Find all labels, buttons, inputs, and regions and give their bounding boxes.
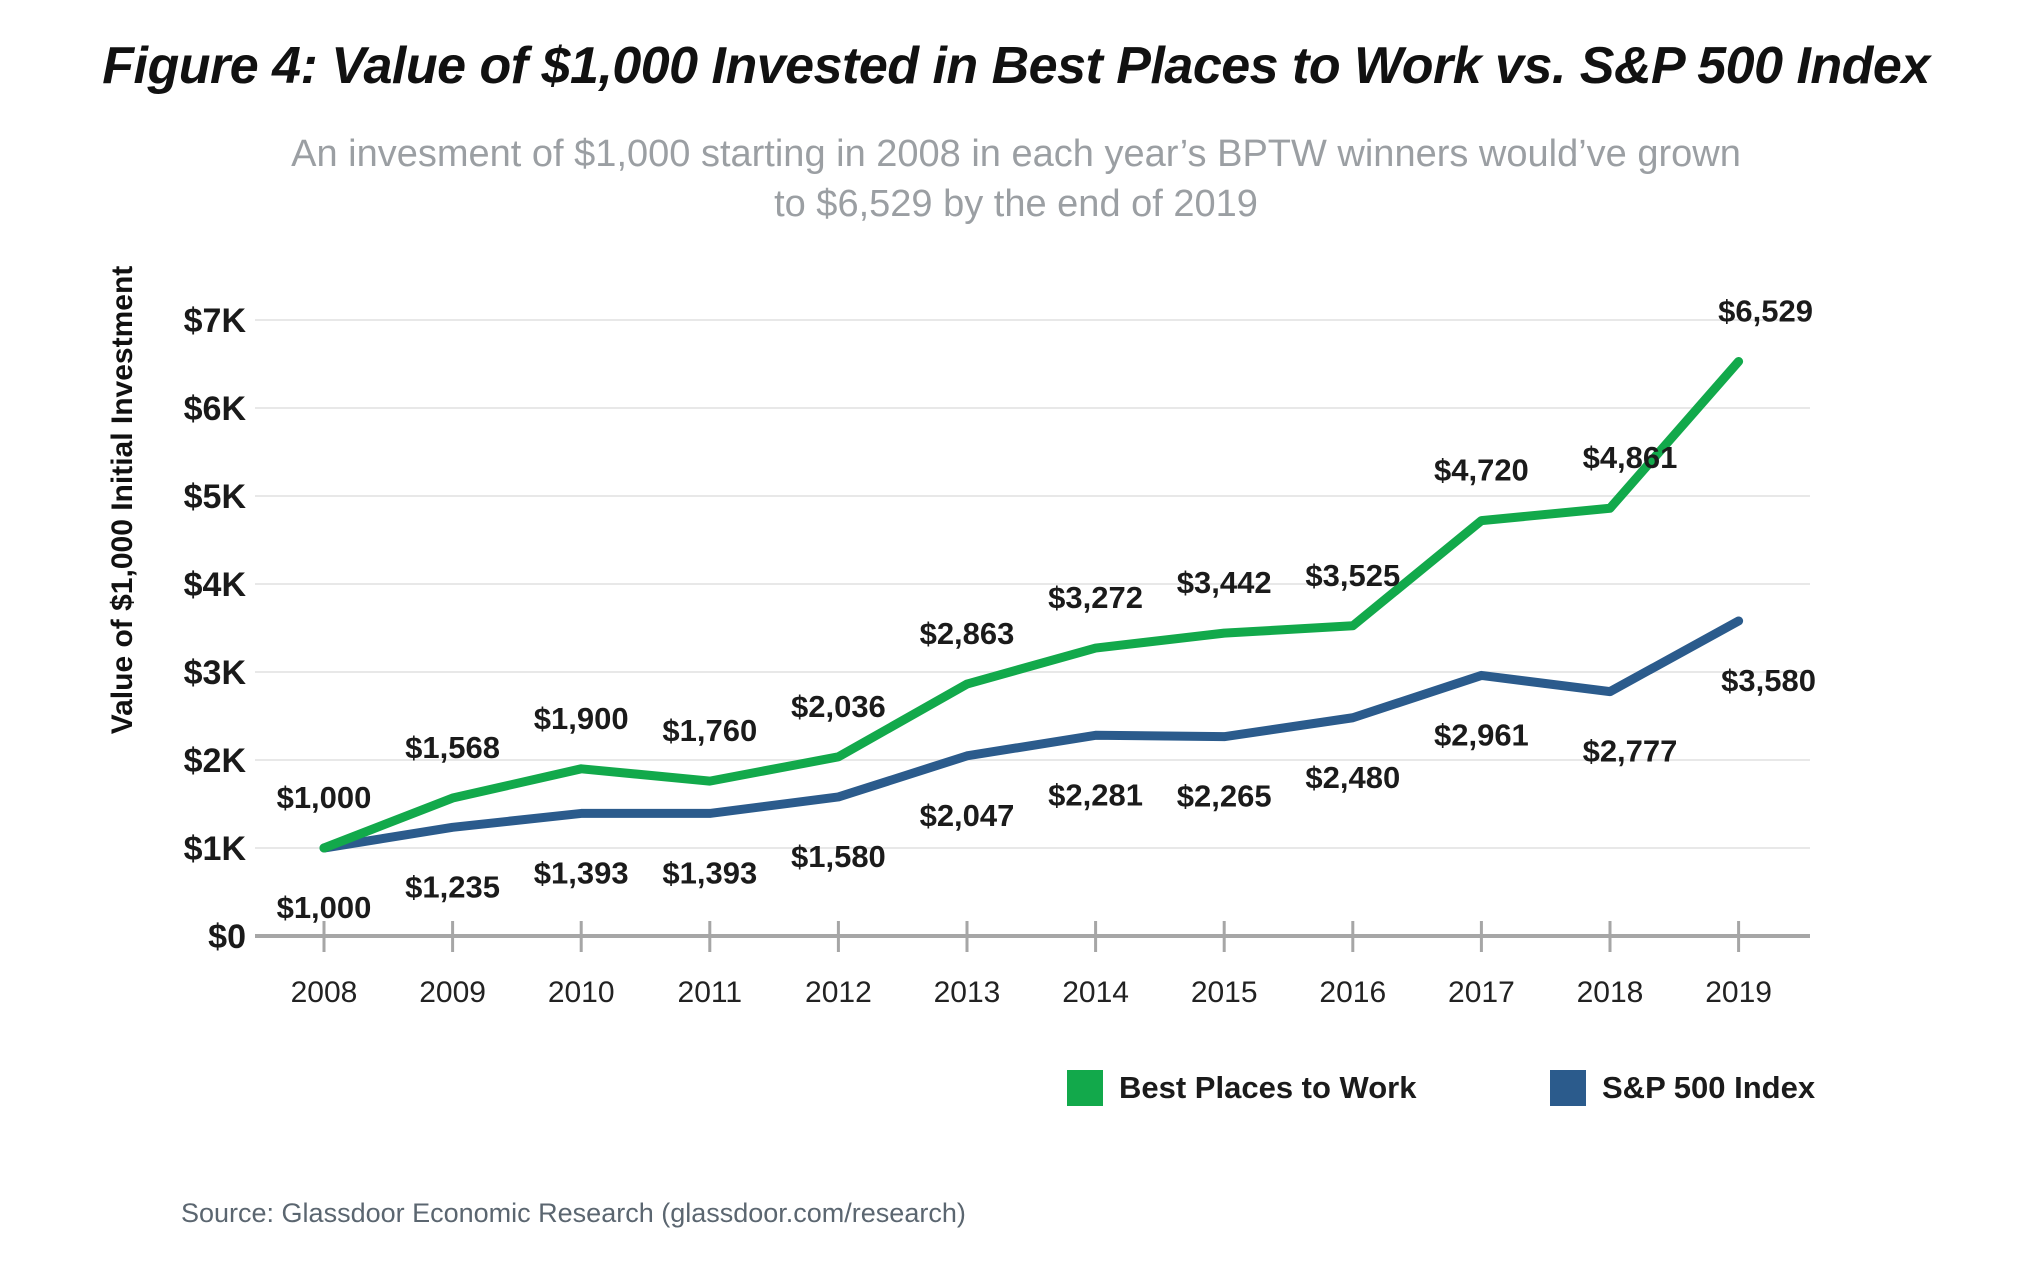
x-tick-label: 2017 — [1448, 976, 1515, 1009]
best-places-to-work-value-label: $1,000 — [277, 780, 372, 815]
x-tick-label: 2010 — [548, 976, 615, 1009]
best-places-to-work-value-label: $1,760 — [662, 713, 757, 748]
y-tick-label: $6K — [184, 390, 247, 428]
best-places-to-work-line — [319, 356, 1744, 853]
y-tick-label: $2K — [184, 742, 247, 780]
s-p-500-index-value-label: $2,047 — [920, 798, 1015, 833]
chart-subtitle-line2: to $6,529 by the end of 2019 — [774, 183, 1258, 225]
best-places-to-work-value-label: $6,529 — [1718, 293, 1813, 328]
best-places-to-work-value-label: $3,442 — [1177, 565, 1272, 600]
x-tick-label: 2015 — [1191, 976, 1258, 1009]
best-places-to-work-value-label: $1,568 — [405, 730, 500, 765]
best-places-to-work-value-label: $1,900 — [534, 701, 629, 736]
best-places-to-work-value-label: $3,525 — [1305, 558, 1400, 593]
legend-label-sp500-index: S&P 500 Index — [1602, 1070, 1816, 1105]
s-p-500-index-value-label: $1,580 — [791, 839, 886, 874]
s-p-500-index-value-label: $3,580 — [1721, 663, 1816, 698]
source-note: Source: Glassdoor Economic Research (gla… — [181, 1198, 966, 1228]
series-group — [319, 356, 1744, 853]
s-p-500-index-value-label: $1,393 — [534, 855, 629, 890]
legend-item-best-places-to-work: Best Places to Work — [1067, 1070, 1416, 1106]
y-tick-label: $3K — [184, 654, 247, 692]
x-tick-label: 2011 — [678, 976, 743, 1009]
s-p-500-index-line — [319, 616, 1744, 853]
best-places-to-work-value-label: $2,863 — [920, 616, 1015, 651]
gridlines-group — [255, 319, 1810, 849]
y-tick-label: $1K — [184, 830, 247, 868]
x-tick-label: 2009 — [419, 976, 486, 1009]
x-tick-label: 2013 — [934, 976, 1001, 1009]
legend-swatch-blue — [1550, 1070, 1586, 1106]
x-tick-label: 2016 — [1319, 976, 1386, 1009]
legend-swatch-green — [1067, 1070, 1103, 1106]
legend-item-sp500-index: S&P 500 Index — [1550, 1070, 1815, 1106]
chart-subtitle-line1: An invesment of $1,000 starting in 2008 … — [291, 133, 1741, 175]
s-p-500-index-value-label: $2,265 — [1177, 779, 1272, 814]
s-p-500-index-value-label: $2,281 — [1048, 777, 1143, 812]
x-tick-label: 2018 — [1577, 976, 1644, 1009]
best-places-to-work-value-label: $3,272 — [1048, 580, 1143, 615]
x-tick-label: 2019 — [1705, 976, 1772, 1009]
best-places-to-work-value-label: $4,720 — [1434, 453, 1529, 488]
best-places-to-work-value-label: $4,861 — [1583, 440, 1678, 475]
y-tick-label: $5K — [184, 478, 247, 516]
x-tick-label: 2008 — [291, 976, 358, 1009]
axis-group: $0 $1K $2K $3K $4K $5K $6K $7K 2008 2009 2010 2011 2… — [184, 302, 1810, 1009]
s-p-500-index-value-label: $2,480 — [1305, 760, 1400, 795]
legend-label-best-places-to-work: Best Places to Work — [1119, 1070, 1417, 1105]
x-tick-label: 2012 — [805, 976, 872, 1009]
y-tick-label: $7K — [184, 302, 247, 340]
s-p-500-index-value-label: $2,777 — [1583, 734, 1678, 769]
page-title: Figure 4: Value of $1,000 Invested in Be… — [102, 37, 1930, 95]
y-tick-label: $4K — [184, 566, 247, 604]
s-p-500-index-value-label: $1,000 — [277, 890, 372, 925]
data-labels-group: $1,000 $1,568 $1,900 $1,760 $2,036 $2,863 $3,2… — [277, 293, 1816, 925]
s-p-500-index-value-label: $2,961 — [1434, 717, 1529, 752]
x-tick-label: 2014 — [1062, 976, 1129, 1009]
s-p-500-index-value-label: $1,393 — [662, 855, 757, 890]
s-p-500-index-value-label: $1,235 — [405, 869, 500, 904]
y-axis-title: Value of $1,000 Initial Investment — [106, 266, 139, 735]
y-tick-label: $0 — [208, 918, 246, 956]
best-places-to-work-value-label: $2,036 — [791, 689, 886, 724]
